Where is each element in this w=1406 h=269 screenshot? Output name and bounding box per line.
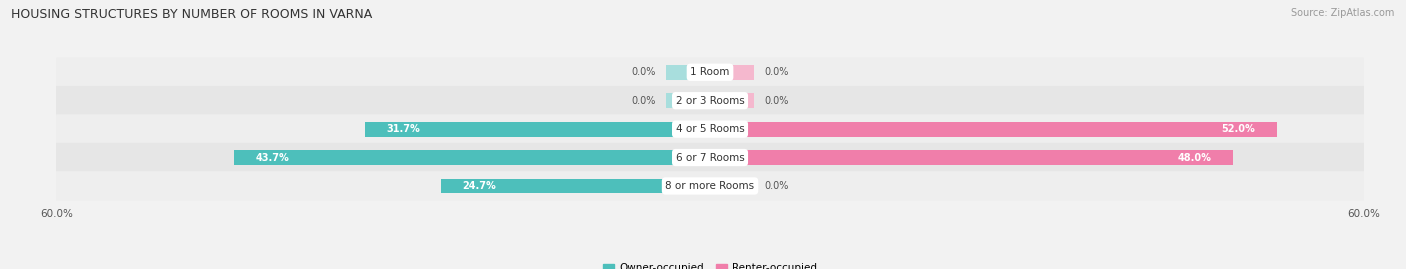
Text: 6 or 7 Rooms: 6 or 7 Rooms <box>676 153 744 162</box>
Bar <box>710 65 754 80</box>
Text: Source: ZipAtlas.com: Source: ZipAtlas.com <box>1291 8 1395 18</box>
Text: 0.0%: 0.0% <box>765 67 789 77</box>
FancyBboxPatch shape <box>56 114 1364 144</box>
Text: 24.7%: 24.7% <box>463 181 496 191</box>
Bar <box>233 150 710 165</box>
Text: HOUSING STRUCTURES BY NUMBER OF ROOMS IN VARNA: HOUSING STRUCTURES BY NUMBER OF ROOMS IN… <box>11 8 373 21</box>
Text: 31.7%: 31.7% <box>387 124 420 134</box>
Bar <box>441 179 710 193</box>
Text: 8 or more Rooms: 8 or more Rooms <box>665 181 755 191</box>
Text: 1 Room: 1 Room <box>690 67 730 77</box>
Bar <box>710 93 754 108</box>
Bar <box>666 93 710 108</box>
Bar <box>710 179 754 193</box>
Bar <box>710 150 1233 165</box>
Legend: Owner-occupied, Renter-occupied: Owner-occupied, Renter-occupied <box>599 259 821 269</box>
FancyBboxPatch shape <box>56 171 1364 201</box>
Text: 0.0%: 0.0% <box>765 181 789 191</box>
Text: 4 or 5 Rooms: 4 or 5 Rooms <box>676 124 744 134</box>
FancyBboxPatch shape <box>56 143 1364 172</box>
Text: 43.7%: 43.7% <box>256 153 290 162</box>
Bar <box>666 65 710 80</box>
Text: 0.0%: 0.0% <box>631 96 655 106</box>
Text: 48.0%: 48.0% <box>1177 153 1212 162</box>
Bar <box>364 122 710 136</box>
Text: 0.0%: 0.0% <box>765 96 789 106</box>
Text: 0.0%: 0.0% <box>631 67 655 77</box>
Bar <box>710 122 1277 136</box>
FancyBboxPatch shape <box>56 58 1364 87</box>
Text: 2 or 3 Rooms: 2 or 3 Rooms <box>676 96 744 106</box>
Text: 52.0%: 52.0% <box>1220 124 1256 134</box>
FancyBboxPatch shape <box>56 86 1364 115</box>
